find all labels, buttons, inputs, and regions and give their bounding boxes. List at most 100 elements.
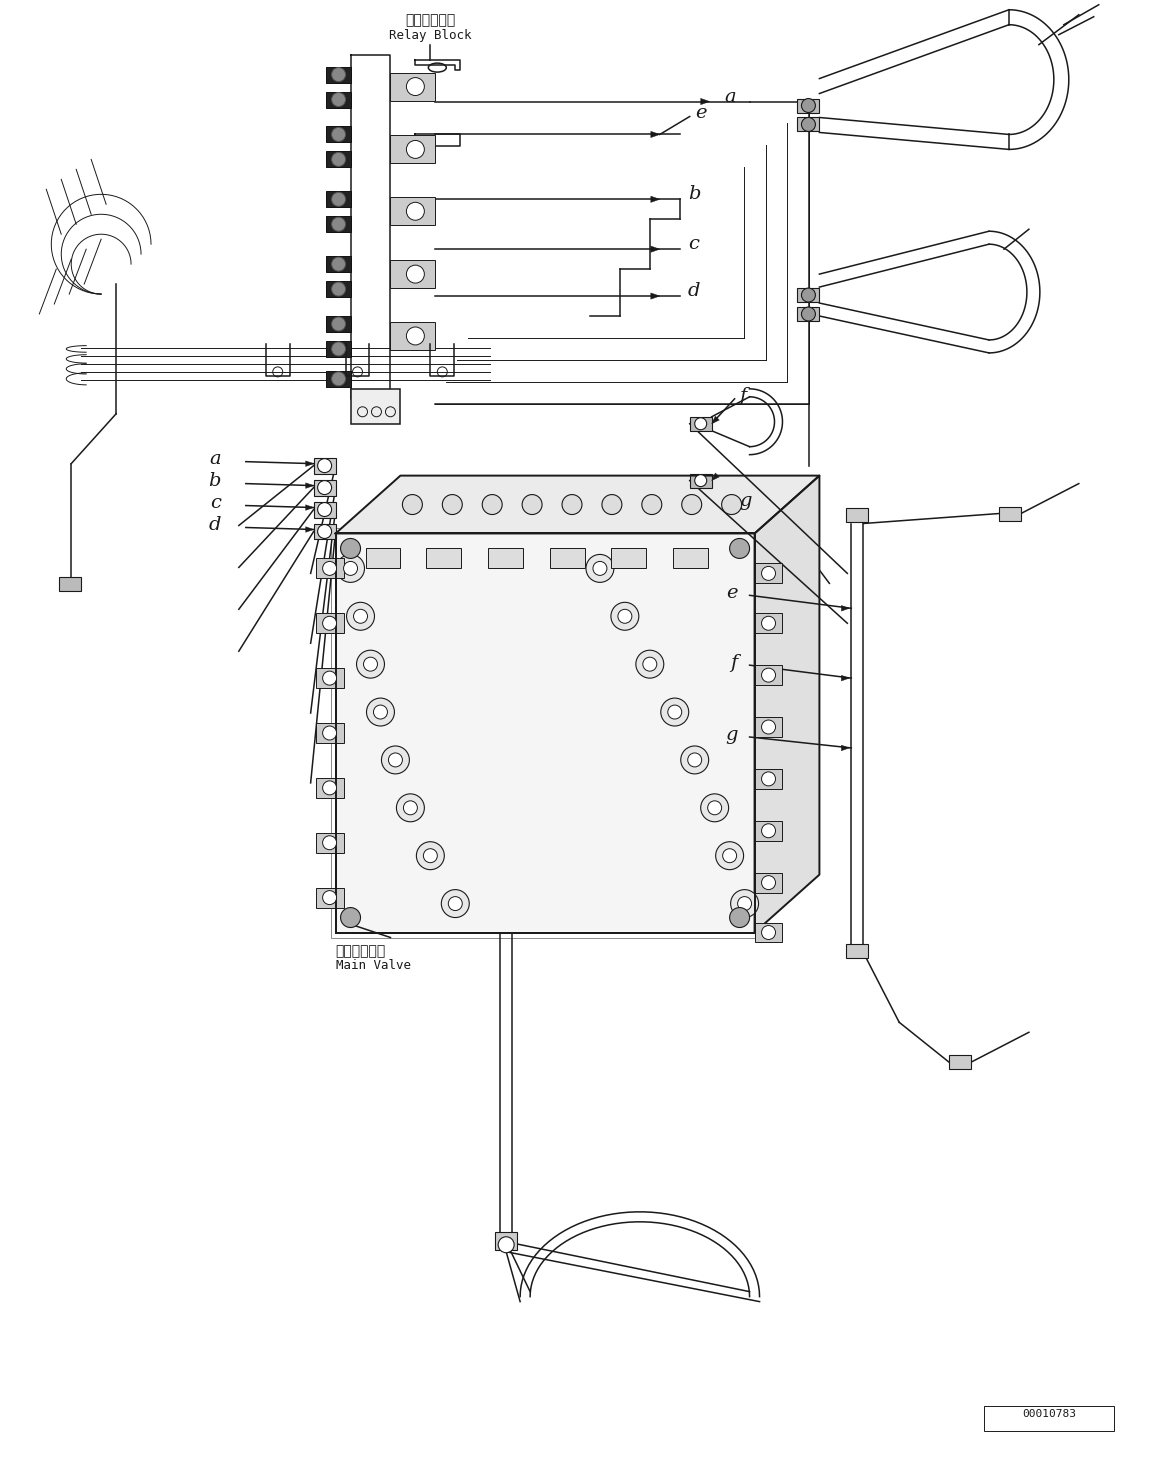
Bar: [488, 549, 523, 569]
Circle shape: [695, 418, 707, 430]
Polygon shape: [841, 676, 849, 680]
Bar: [365, 549, 400, 569]
Bar: [316, 778, 344, 797]
Circle shape: [762, 876, 776, 890]
Circle shape: [344, 562, 357, 575]
Circle shape: [332, 342, 346, 356]
Text: f: f: [740, 386, 747, 405]
Circle shape: [337, 554, 364, 582]
Bar: [755, 770, 782, 789]
Bar: [325, 151, 350, 167]
Circle shape: [332, 282, 346, 296]
Circle shape: [802, 307, 816, 320]
Circle shape: [695, 474, 707, 487]
Circle shape: [723, 849, 737, 863]
Bar: [755, 666, 782, 685]
Circle shape: [802, 117, 816, 132]
Bar: [673, 549, 708, 569]
Polygon shape: [841, 606, 849, 612]
Circle shape: [442, 494, 462, 515]
Bar: [325, 281, 350, 297]
Bar: [689, 474, 711, 487]
Circle shape: [332, 92, 346, 107]
Circle shape: [332, 372, 346, 386]
Circle shape: [448, 897, 462, 910]
Circle shape: [396, 794, 424, 822]
Bar: [949, 1055, 971, 1069]
Circle shape: [668, 705, 681, 718]
Bar: [60, 578, 82, 591]
Circle shape: [332, 152, 346, 167]
Bar: [325, 126, 350, 142]
Circle shape: [381, 746, 409, 774]
Circle shape: [762, 772, 776, 786]
Circle shape: [332, 317, 346, 331]
Bar: [391, 73, 435, 101]
Bar: [316, 888, 344, 907]
Text: 00010783: 00010783: [1021, 1409, 1075, 1419]
Circle shape: [562, 494, 583, 515]
Circle shape: [323, 835, 337, 850]
Circle shape: [373, 705, 387, 718]
Bar: [350, 389, 400, 424]
Circle shape: [332, 67, 346, 82]
Bar: [325, 341, 350, 357]
Bar: [755, 717, 782, 737]
Circle shape: [701, 794, 728, 822]
Circle shape: [332, 257, 346, 271]
Bar: [316, 669, 344, 688]
Bar: [325, 217, 350, 233]
Circle shape: [681, 494, 702, 515]
Circle shape: [323, 781, 337, 794]
Bar: [847, 945, 869, 958]
Bar: [325, 316, 350, 332]
Text: e: e: [695, 104, 707, 123]
Circle shape: [388, 753, 402, 767]
Bar: [331, 528, 759, 938]
Bar: [755, 872, 782, 892]
Text: Main Valve: Main Valve: [336, 960, 410, 973]
Text: e: e: [726, 584, 738, 603]
Polygon shape: [306, 505, 314, 511]
Polygon shape: [306, 461, 314, 467]
Text: 中継ブロック: 中継ブロック: [406, 13, 455, 26]
Bar: [689, 417, 711, 430]
Circle shape: [586, 554, 614, 582]
Circle shape: [593, 562, 607, 575]
Circle shape: [602, 494, 622, 515]
Circle shape: [611, 603, 639, 631]
Bar: [325, 92, 350, 107]
Circle shape: [317, 503, 332, 516]
Polygon shape: [350, 54, 391, 399]
Bar: [797, 307, 819, 320]
Polygon shape: [711, 473, 719, 481]
Polygon shape: [650, 246, 660, 252]
Circle shape: [680, 746, 709, 774]
Bar: [847, 508, 869, 521]
Bar: [325, 372, 350, 386]
Circle shape: [730, 907, 749, 928]
Circle shape: [522, 494, 542, 515]
Bar: [325, 67, 350, 82]
Circle shape: [618, 609, 632, 623]
Circle shape: [317, 459, 332, 473]
Circle shape: [762, 616, 776, 631]
Bar: [755, 821, 782, 841]
Bar: [550, 549, 585, 569]
Circle shape: [416, 841, 445, 869]
Circle shape: [762, 669, 776, 682]
Circle shape: [323, 672, 337, 685]
Circle shape: [708, 800, 722, 815]
Polygon shape: [755, 475, 819, 932]
Bar: [391, 260, 435, 288]
Circle shape: [738, 897, 751, 910]
Circle shape: [762, 566, 776, 581]
Text: b: b: [688, 186, 700, 203]
Circle shape: [407, 202, 424, 221]
Circle shape: [483, 494, 502, 515]
Bar: [495, 1232, 517, 1249]
Circle shape: [407, 326, 424, 345]
Circle shape: [317, 481, 332, 494]
Circle shape: [802, 288, 816, 301]
Circle shape: [340, 538, 361, 559]
